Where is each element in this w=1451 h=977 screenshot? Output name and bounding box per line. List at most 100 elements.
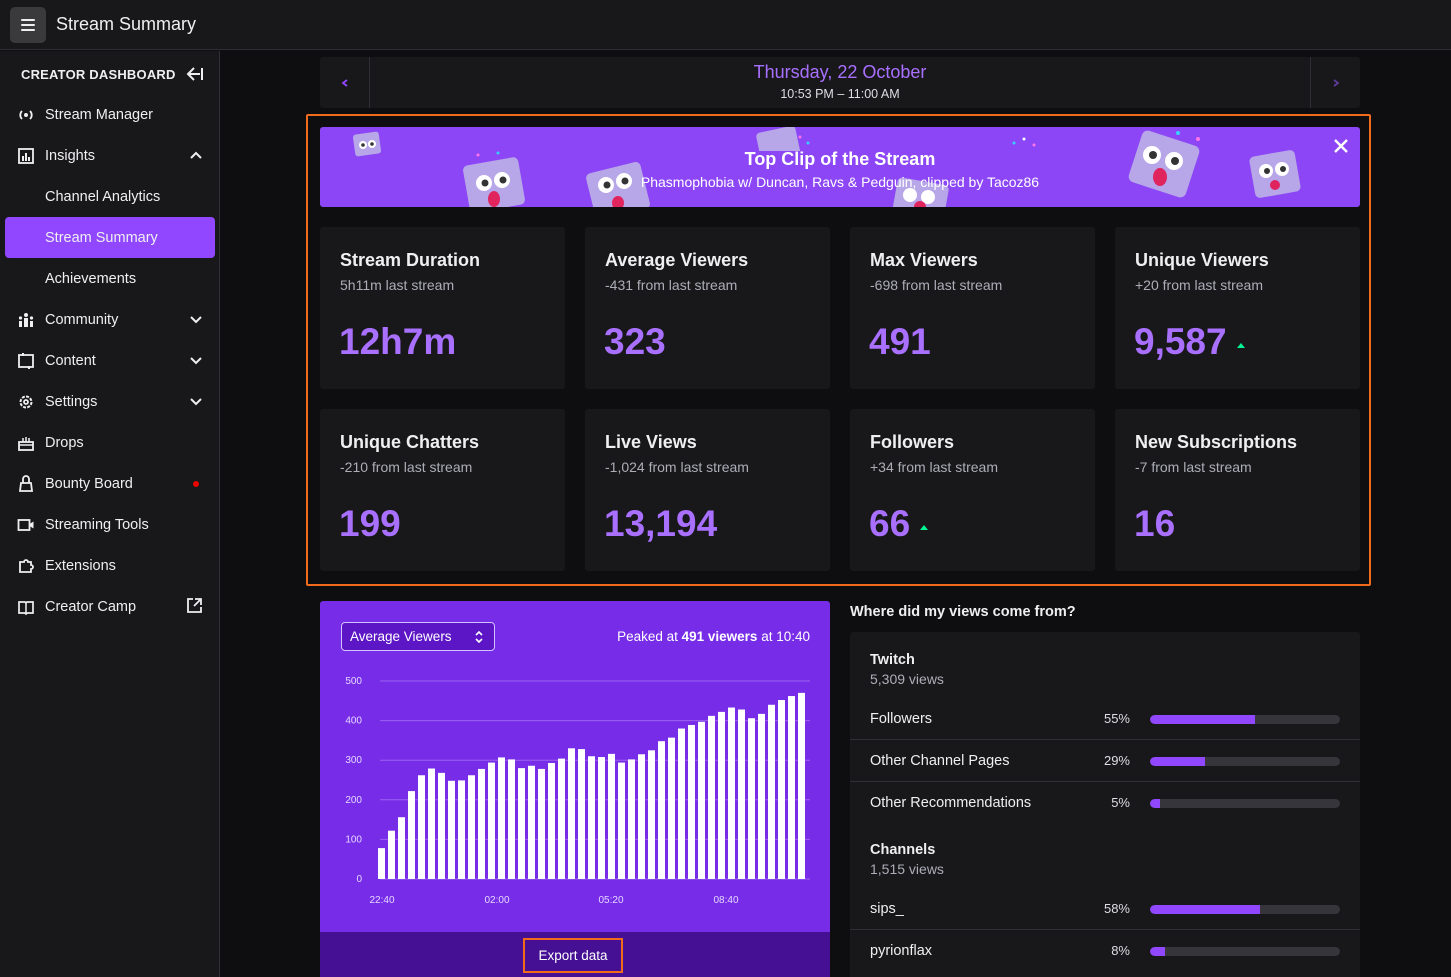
viewer-bar[interactable] (638, 754, 645, 879)
source-group-count: 1,515 views (870, 861, 944, 877)
source-progress-fill (1150, 905, 1261, 914)
sidebar-item-stream-summary[interactable]: Stream Summary (5, 217, 215, 258)
source-percent: 29% (1103, 753, 1130, 768)
source-percent: 55% (1103, 711, 1130, 726)
viewers-bar-chart: 0 100 200 300 400 500 22:40 02:00 05:20 08:40 (345, 676, 810, 906)
viewer-bar[interactable] (438, 772, 445, 879)
viewer-bar[interactable] (668, 737, 675, 879)
viewer-bar[interactable] (598, 757, 605, 879)
stat-card: Max Viewers -698 from last stream 491 (850, 227, 1095, 389)
sidebar-item-drops[interactable]: Drops (5, 422, 215, 463)
viewer-bar[interactable] (508, 759, 515, 879)
sidebar-item-settings[interactable]: Settings (5, 381, 215, 422)
sidebar-item-insights[interactable]: Insights (5, 135, 215, 176)
source-name: Other Recommendations (870, 795, 1032, 811)
stat-label: Live Views (605, 432, 697, 452)
viewer-bar[interactable] (528, 765, 535, 879)
viewer-bar[interactable] (798, 692, 805, 879)
sidebar: CREATOR DASHBOARD Stream Manager Insight… (0, 51, 220, 977)
viewer-bar[interactable] (548, 762, 555, 879)
stat-comparison: +20 from last stream (1135, 277, 1263, 293)
stat-value: 66 (869, 503, 911, 544)
viewer-bar[interactable] (708, 715, 715, 879)
viewer-bar[interactable] (728, 707, 735, 879)
viewer-bar[interactable] (498, 757, 505, 879)
source-row: Other Channel Pages 29% (850, 740, 1360, 782)
viewer-bar[interactable] (608, 753, 615, 879)
chevron-up-icon (190, 151, 202, 159)
sidebar-item-streaming-tools[interactable]: Streaming Tools (5, 504, 215, 545)
stat-label: Followers (870, 432, 955, 452)
source-group-name: Channels (870, 842, 936, 858)
stat-value-row: 199 (339, 503, 401, 545)
viewer-bar[interactable] (518, 768, 525, 879)
viewer-bar[interactable] (618, 762, 625, 879)
viewer-bar[interactable] (458, 780, 465, 879)
chart-footer: Export data (320, 932, 830, 977)
sidebar-item-channel-analytics[interactable]: Channel Analytics (5, 176, 215, 217)
viewer-bar[interactable] (778, 700, 785, 879)
views-source-title: Where did my views come from? (850, 604, 1076, 620)
viewer-bar[interactable] (388, 830, 395, 879)
viewer-bar[interactable] (378, 848, 385, 879)
metric-select[interactable]: Average Viewers (341, 622, 495, 651)
viewer-bar[interactable] (688, 724, 695, 879)
menu-icon[interactable] (10, 6, 46, 43)
stat-value: 13,194 (604, 503, 718, 544)
source-name: pyrionflax (870, 943, 933, 959)
sidebar-item-stream-manager[interactable]: Stream Manager (5, 94, 215, 135)
viewer-bar[interactable] (658, 741, 665, 879)
top-clip-banner[interactable]: Top Clip of the Stream Phasmophobia w/ D… (320, 127, 1360, 207)
extensions-icon (17, 557, 35, 575)
source-group-count: 5,309 views (870, 671, 944, 687)
sidebar-item-creator-camp[interactable]: Creator Camp (5, 586, 215, 627)
glitch-mascot-icon (891, 177, 949, 207)
sidebar-item-extensions[interactable]: Extensions (5, 545, 215, 586)
stat-card: Followers +34 from last stream 66 (850, 409, 1095, 571)
top-bar: Stream Summary (0, 0, 1451, 50)
viewer-bar[interactable] (768, 704, 775, 879)
sidebar-item-label: Achievements (45, 270, 137, 287)
sidebar-item-content[interactable]: Content (5, 340, 215, 381)
sidebar-item-label: Extensions (45, 557, 116, 574)
glitch-mascot-icon (1249, 150, 1301, 198)
viewer-bar[interactable] (558, 758, 565, 879)
viewer-bar[interactable] (468, 775, 475, 879)
stat-value-row: 66 (869, 503, 929, 545)
viewer-bar[interactable] (788, 696, 795, 879)
viewer-bar[interactable] (738, 709, 745, 879)
stat-value-row: 9,587 (1134, 321, 1245, 363)
viewer-bar[interactable] (568, 748, 575, 879)
y-tick-label: 500 (345, 676, 362, 687)
viewer-bar[interactable] (398, 817, 405, 879)
collapse-sidebar-icon[interactable] (185, 65, 205, 83)
export-data-button[interactable]: Export data (523, 938, 623, 973)
viewer-bar[interactable] (418, 775, 425, 879)
viewer-bar[interactable] (648, 750, 655, 879)
close-icon[interactable] (1332, 137, 1350, 155)
next-stream-button[interactable] (1310, 57, 1360, 108)
date-navigator: Thursday, 22 October 10:53 PM – 11:00 AM (320, 57, 1360, 108)
viewer-bar[interactable] (628, 759, 635, 879)
viewer-bar[interactable] (698, 721, 705, 879)
viewer-bar[interactable] (408, 791, 415, 879)
viewer-bar[interactable] (678, 728, 685, 879)
viewer-bar[interactable] (588, 756, 595, 879)
sidebar-item-community[interactable]: Community (5, 299, 215, 340)
stat-value-row: 12h7m (339, 321, 456, 363)
viewer-bar[interactable] (448, 780, 455, 879)
previous-stream-button[interactable] (320, 57, 370, 108)
viewer-bar[interactable] (488, 762, 495, 879)
viewer-bar[interactable] (718, 711, 725, 879)
viewer-bar[interactable] (428, 768, 435, 879)
viewer-bar[interactable] (478, 768, 485, 879)
sidebar-item-achievements[interactable]: Achievements (5, 258, 215, 299)
source-progress-bar (1150, 947, 1340, 956)
viewer-bar[interactable] (748, 718, 755, 879)
sidebar-item-bounty-board[interactable]: Bounty Board (5, 463, 215, 504)
viewer-bar[interactable] (578, 749, 585, 879)
viewer-bar[interactable] (758, 713, 765, 879)
viewer-bar[interactable] (538, 768, 545, 879)
peak-suffix: at 10:40 (761, 629, 810, 644)
sidebar-item-label: Content (45, 352, 96, 369)
